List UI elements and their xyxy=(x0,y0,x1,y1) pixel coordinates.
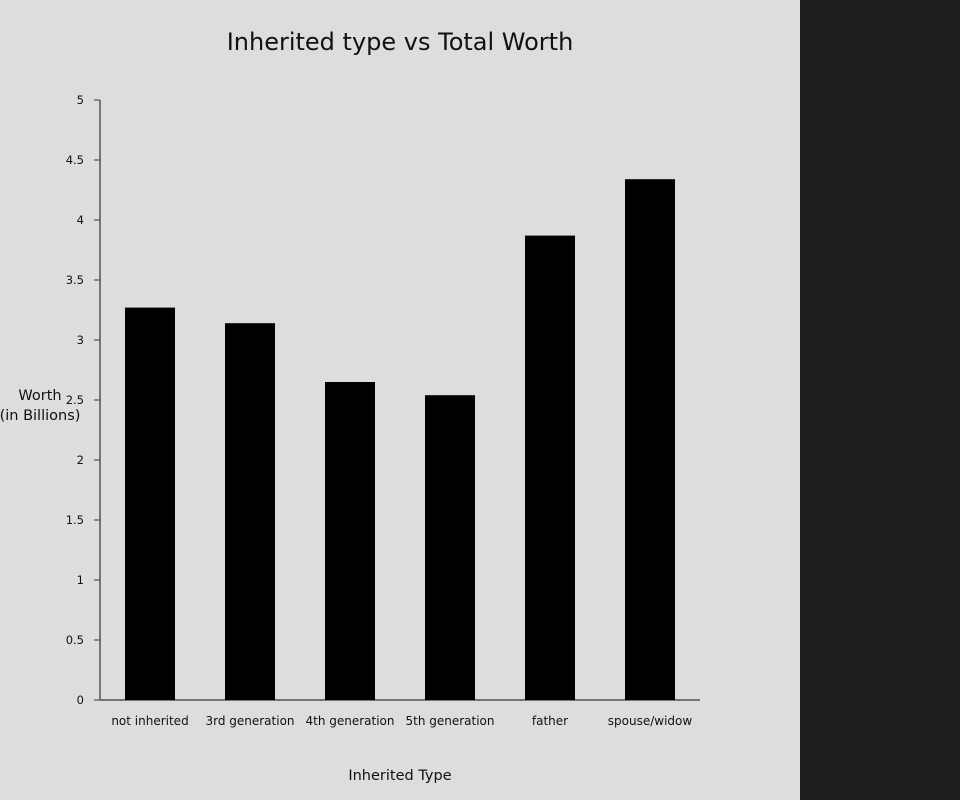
side-panel xyxy=(800,0,960,800)
y-tick-label: 2.5 xyxy=(66,393,84,407)
bars-group xyxy=(125,179,675,700)
y-tick-label: 4 xyxy=(77,213,84,227)
bar-spouse-widow xyxy=(625,179,675,700)
bar-not-inherited xyxy=(125,307,175,700)
x-category-label: not inherited xyxy=(111,714,188,728)
y-tick-label: 3.5 xyxy=(66,273,84,287)
y-tick-label: 0 xyxy=(77,693,84,707)
bar-father xyxy=(525,235,575,700)
bar-4th-generation xyxy=(325,382,375,700)
x-category-label: 5th generation xyxy=(405,714,494,728)
y-tick-label: 5 xyxy=(77,93,84,107)
x-category-label: spouse/widow xyxy=(608,714,693,728)
bar-3rd-generation xyxy=(225,323,275,700)
y-tick-label: 1 xyxy=(77,573,84,587)
y-tick-label: 4.5 xyxy=(66,153,84,167)
y-tick-label: 0.5 xyxy=(66,633,84,647)
x-axis-title: Inherited Type xyxy=(348,768,451,784)
x-axis-labels: not inherited 3rd generation 4th generatio… xyxy=(111,714,692,728)
bar-chart: Inherited type vs Total Worth 0 0.5 1 1.5 2 2… xyxy=(0,28,700,784)
y-axis-ticks: 0 0.5 1 1.5 2 2.5 3 3.5 4 4.5 5 xyxy=(66,93,100,707)
y-axis-title-line2: (in Billions) xyxy=(0,408,80,424)
y-axis-title-line1: Worth xyxy=(18,388,61,404)
y-tick-label: 3 xyxy=(77,333,84,347)
chart-panel: Inherited type vs Total Worth 0 0.5 1 1.5 2 2… xyxy=(0,0,800,800)
x-category-label: 3rd generation xyxy=(205,714,294,728)
bar-5th-generation xyxy=(425,395,475,700)
x-category-label: 4th generation xyxy=(305,714,394,728)
x-category-label: father xyxy=(532,714,568,728)
y-tick-label: 2 xyxy=(77,453,84,467)
chart-title: Inherited type vs Total Worth xyxy=(227,28,574,56)
y-tick-label: 1.5 xyxy=(66,513,84,527)
